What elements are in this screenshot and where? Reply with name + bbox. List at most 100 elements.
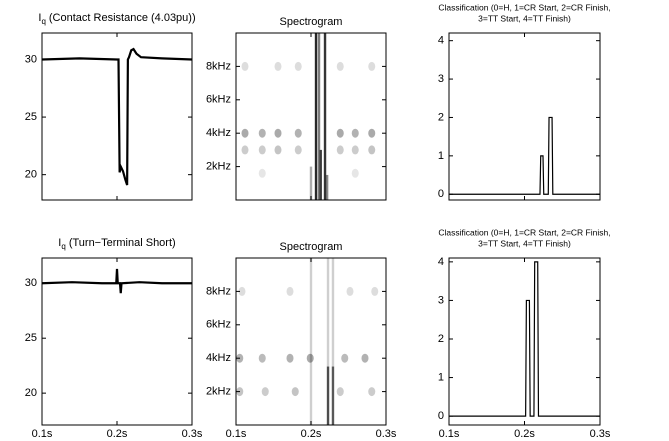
- y-tick-label: 30: [25, 277, 37, 289]
- data-line: [449, 261, 600, 417]
- x-tick-label: 0.3s: [376, 428, 397, 440]
- y-tick-label: 3: [438, 73, 444, 85]
- y-tick-label: 2: [438, 333, 444, 345]
- spectrogram-spot: [274, 61, 282, 71]
- title-subscript: q: [61, 242, 65, 251]
- y-tick-label: 6kHz: [206, 94, 231, 106]
- plot-body: [236, 258, 379, 425]
- spectrogram-streak: [326, 366, 330, 425]
- data-line: [42, 268, 192, 294]
- title-symbol: I: [58, 237, 61, 249]
- x-tick-label: 0.2s: [107, 428, 128, 440]
- y-tick-label: 8kHz: [206, 285, 231, 297]
- chart-title: Iq (Turn−Terminal Short): [58, 237, 175, 251]
- spectrogram-streak: [314, 33, 318, 200]
- spectrogram-spot: [291, 387, 299, 397]
- data-line: [449, 116, 600, 195]
- y-tick-label: 4kHz: [206, 352, 231, 364]
- y-tick-label: 25: [25, 111, 37, 123]
- y-tick-label: 1: [438, 371, 444, 383]
- spectrogram-spot: [258, 353, 266, 363]
- spectrogram-spot: [294, 61, 302, 71]
- spectrogram-spot: [258, 168, 266, 178]
- spectrogram-spot: [351, 145, 359, 155]
- y-tick-label: 20: [25, 387, 37, 399]
- title-text: (Contact Resistance (4.03pu)): [49, 12, 196, 24]
- x-tick-label: 0.3s: [590, 428, 611, 440]
- title-symbol: I: [38, 12, 41, 24]
- spectrogram-spot: [336, 61, 344, 71]
- plot-body: [449, 116, 600, 195]
- spectrogram-spot: [336, 128, 344, 138]
- spectrogram-spot: [368, 61, 376, 71]
- y-tick-label: 8kHz: [206, 60, 231, 72]
- data-line: [42, 47, 192, 186]
- x-tick-label: 0.1s: [439, 428, 460, 440]
- spectrogram-spot: [286, 286, 294, 296]
- y-tick-label: 4: [438, 35, 444, 47]
- spectrogram-spot: [361, 353, 369, 363]
- y-tick-label: 25: [25, 332, 37, 344]
- plot-body: [42, 268, 192, 294]
- spectrogram-spot: [274, 128, 282, 138]
- spectrogram-spot: [351, 168, 359, 178]
- spectrogram-spot: [346, 286, 354, 296]
- title-subscript: q: [41, 17, 45, 26]
- y-tick-label: 6kHz: [206, 319, 231, 331]
- spectrogram-spot: [294, 128, 302, 138]
- y-tick-label: 2: [438, 111, 444, 123]
- spectrogram-spot: [341, 353, 349, 363]
- spectrogram-spot: [241, 61, 249, 71]
- spectrogram-spot: [368, 128, 376, 138]
- y-tick-label: 4: [438, 256, 444, 268]
- axes-frame: [448, 257, 601, 426]
- spectrogram-streak: [309, 258, 313, 425]
- spectrogram-spot: [241, 128, 249, 138]
- y-tick-label: 3: [438, 294, 444, 306]
- axes-frame: [448, 32, 601, 201]
- x-tick-label: 0.3s: [182, 428, 203, 440]
- y-tick-label: 4kHz: [206, 127, 231, 139]
- spectrogram-spot: [336, 387, 344, 397]
- spectrogram-spot: [258, 145, 266, 155]
- spectrogram-spot: [274, 145, 282, 155]
- chart-title: Iq (Contact Resistance (4.03pu)): [38, 12, 195, 26]
- x-tick-label: 0.1s: [226, 428, 247, 440]
- chart-title: Spectrogram: [280, 241, 343, 253]
- spectrogram-streak: [317, 33, 321, 200]
- x-tick-label: 0.2s: [514, 428, 535, 440]
- plot-body: [241, 33, 376, 200]
- spectrogram-spot: [368, 145, 376, 155]
- spectrogram-streak: [319, 149, 322, 200]
- chart-title: Classification (0=H, 1=CR Start, 2=CR Fi…: [438, 227, 610, 237]
- x-tick-label: 0.1s: [32, 428, 53, 440]
- spectrogram-spot: [238, 286, 246, 296]
- y-tick-label: 2kHz: [206, 386, 231, 398]
- y-tick-label: 30: [25, 53, 37, 65]
- plot-body: [42, 47, 192, 186]
- title-text: (Turn−Terminal Short): [69, 237, 176, 249]
- spectrogram-spot: [286, 353, 294, 363]
- chart-title: 3=TT Start, 4=TT Finish): [478, 238, 571, 248]
- spectrogram-spot: [371, 286, 379, 296]
- x-tick-label: 0.2s: [301, 428, 322, 440]
- spectrogram-streak: [325, 174, 329, 200]
- spectrogram-spot: [261, 387, 269, 397]
- spectrogram-streak: [331, 258, 335, 367]
- chart-title: Classification (0=H, 1=CR Start, 2=CR Fi…: [438, 2, 610, 12]
- y-tick-label: 1: [438, 150, 444, 162]
- spectrogram-spot: [336, 145, 344, 155]
- y-tick-label: 20: [25, 169, 37, 181]
- spectrogram-spot: [306, 353, 314, 363]
- spectrogram-spot: [351, 128, 359, 138]
- spectrogram-spot: [258, 128, 266, 138]
- spectrogram-spot: [294, 145, 302, 155]
- plot-body: [449, 261, 600, 417]
- spectrogram-streak: [326, 258, 330, 367]
- chart-title: 3=TT Start, 4=TT Finish): [478, 13, 571, 23]
- spectrogram-spot: [368, 387, 376, 397]
- spectrogram-streak: [323, 33, 327, 200]
- y-tick-label: 0: [438, 410, 444, 422]
- y-tick-label: 2kHz: [206, 161, 231, 173]
- chart-title: Spectrogram: [280, 16, 343, 28]
